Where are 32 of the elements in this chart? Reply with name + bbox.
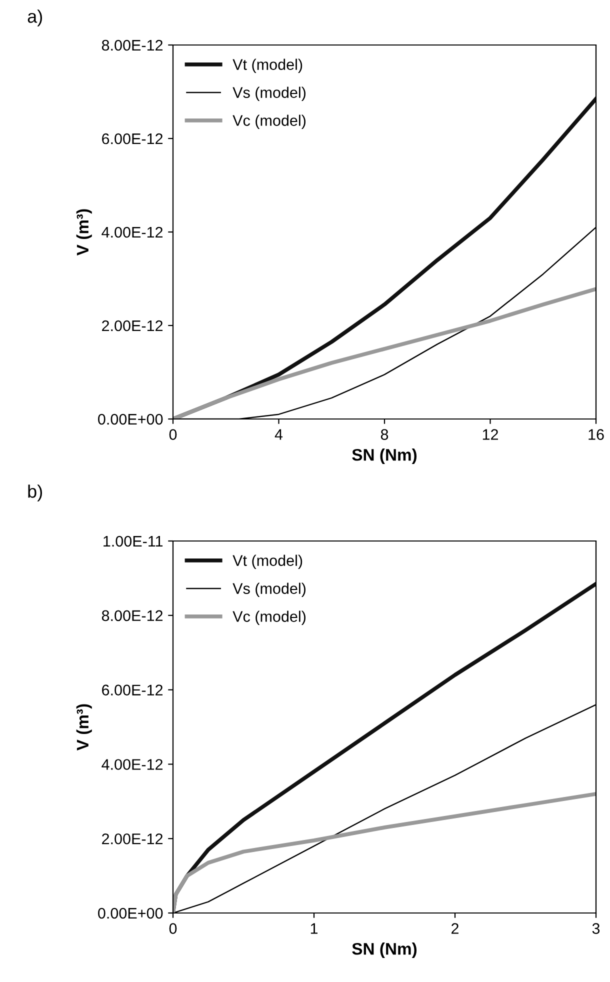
y-tick-label: 6.00E-12 — [102, 133, 163, 144]
y-tick-label: 8.00E-12 — [102, 40, 163, 51]
y-tick-label: 2.00E-12 — [102, 320, 163, 332]
y-tick-label: 6.00E-12 — [102, 684, 163, 696]
x-tick-label: 1 — [310, 923, 318, 934]
x-axis-title: SN (Nm) — [352, 942, 417, 958]
chart-title: a) — [28, 10, 42, 26]
x-tick-label: 16 — [588, 429, 604, 440]
x-axis-title: SN (Nm) — [352, 448, 417, 464]
y-tick-label: 0.00E+00 — [98, 908, 163, 919]
legend-label: Vt (model) — [232, 554, 302, 569]
y-tick-label: 2.00E-12 — [102, 833, 163, 844]
y-tick-label: 4.00E-12 — [102, 759, 163, 770]
y-tick-label: 8.00E-12 — [102, 610, 163, 622]
chart-title: b) — [28, 484, 42, 502]
x-tick-label: 3 — [592, 923, 600, 934]
x-tick-label: 0 — [169, 429, 177, 440]
x-tick-label: 0 — [169, 923, 177, 934]
legend-label: Vc (model) — [232, 610, 306, 625]
y-tick-label: 1.00E-11 — [104, 536, 163, 547]
x-tick-label: 4 — [274, 429, 283, 440]
legend-label: Vs (model) — [232, 582, 306, 597]
y-axis-title: V (m³) — [76, 704, 92, 750]
x-tick-label: 2 — [452, 923, 458, 934]
y-tick-label: 0.00E+00 — [98, 414, 163, 425]
x-tick-label: 12 — [482, 429, 498, 440]
x-tick-label: 8 — [380, 429, 388, 440]
legend-label: Vc (model) — [232, 114, 306, 129]
legend-label: Vs (model) — [232, 86, 306, 101]
y-axis-title: V (m³) — [76, 209, 92, 256]
legend-label: Vt (model) — [232, 58, 302, 73]
y-tick-label: 4.00E-12 — [102, 226, 163, 238]
